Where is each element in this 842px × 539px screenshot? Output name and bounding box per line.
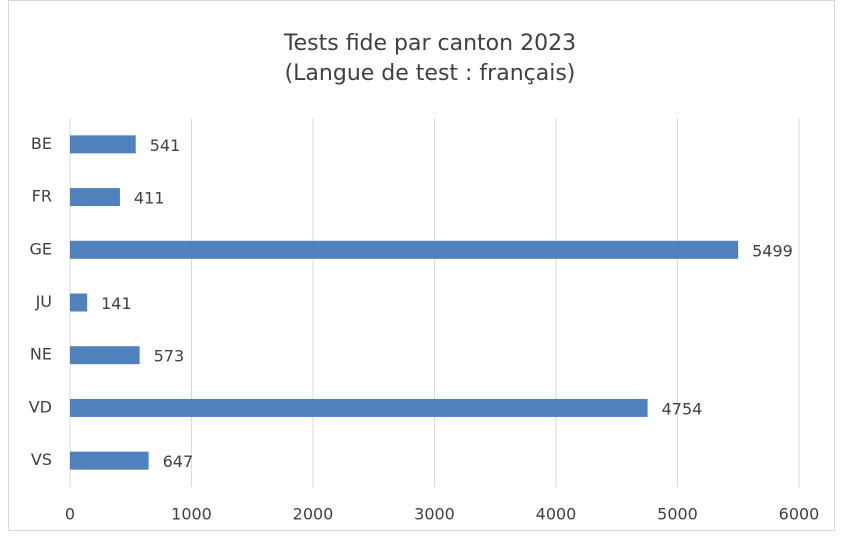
x-tick-label: 6000 (779, 505, 820, 524)
value-label: 411 (134, 189, 165, 208)
value-label: 573 (154, 347, 185, 366)
chart-border (8, 0, 835, 531)
bar (70, 240, 739, 259)
bar (70, 188, 120, 207)
y-tick-label: NE (30, 345, 52, 364)
x-tick-label: 1000 (171, 505, 212, 524)
chart-title: Tests fide par canton 2023 (283, 31, 576, 56)
bar (70, 451, 149, 470)
x-tick-label: 0 (65, 505, 75, 524)
value-label: 541 (150, 136, 181, 155)
value-label: 647 (163, 452, 194, 471)
y-tick-label: VS (31, 450, 52, 469)
chart-subtitle: (Langue de test : français) (285, 61, 576, 86)
y-tick-label: GE (29, 239, 52, 258)
value-label: 5499 (752, 241, 793, 260)
x-tick-label: 4000 (536, 505, 577, 524)
y-tick-label: FR (32, 187, 52, 206)
x-tick-label: 2000 (293, 505, 334, 524)
y-tick-label: VD (29, 397, 52, 416)
y-tick-label: BE (31, 134, 52, 153)
x-tick-label: 3000 (414, 505, 455, 524)
y-tick-label: JU (35, 292, 52, 311)
bar (70, 135, 136, 154)
bar (70, 346, 140, 365)
bar (70, 398, 648, 417)
value-label: 141 (101, 294, 132, 313)
bar (70, 293, 88, 312)
value-label: 4754 (662, 399, 703, 418)
x-tick-label: 5000 (657, 505, 698, 524)
